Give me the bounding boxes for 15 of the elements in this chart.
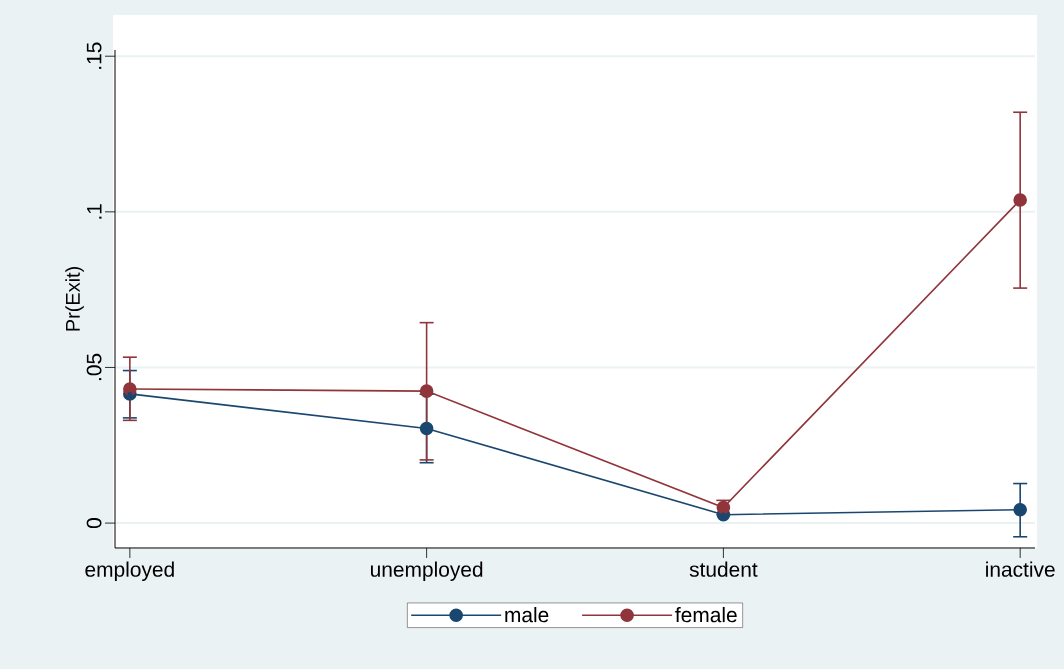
y-axis-title: Pr(Exit): [65, 267, 84, 331]
y-tick-label: 0: [86, 518, 102, 529]
y-tick-label: .1: [87, 204, 102, 219]
x-tick-label: student: [689, 561, 758, 577]
legend-label: male: [505, 606, 549, 623]
x-tick-label: unemployed: [370, 561, 483, 582]
legend-label: female: [675, 606, 737, 623]
point: [419, 421, 434, 436]
point: [419, 384, 434, 398]
point: [1013, 193, 1027, 207]
point: [1013, 502, 1027, 517]
y-tick-label: .05: [86, 353, 102, 381]
y-tick-label: .15: [86, 42, 102, 69]
x-tick-label: employed: [85, 561, 174, 582]
x-tick-label: inactive: [986, 561, 1055, 577]
